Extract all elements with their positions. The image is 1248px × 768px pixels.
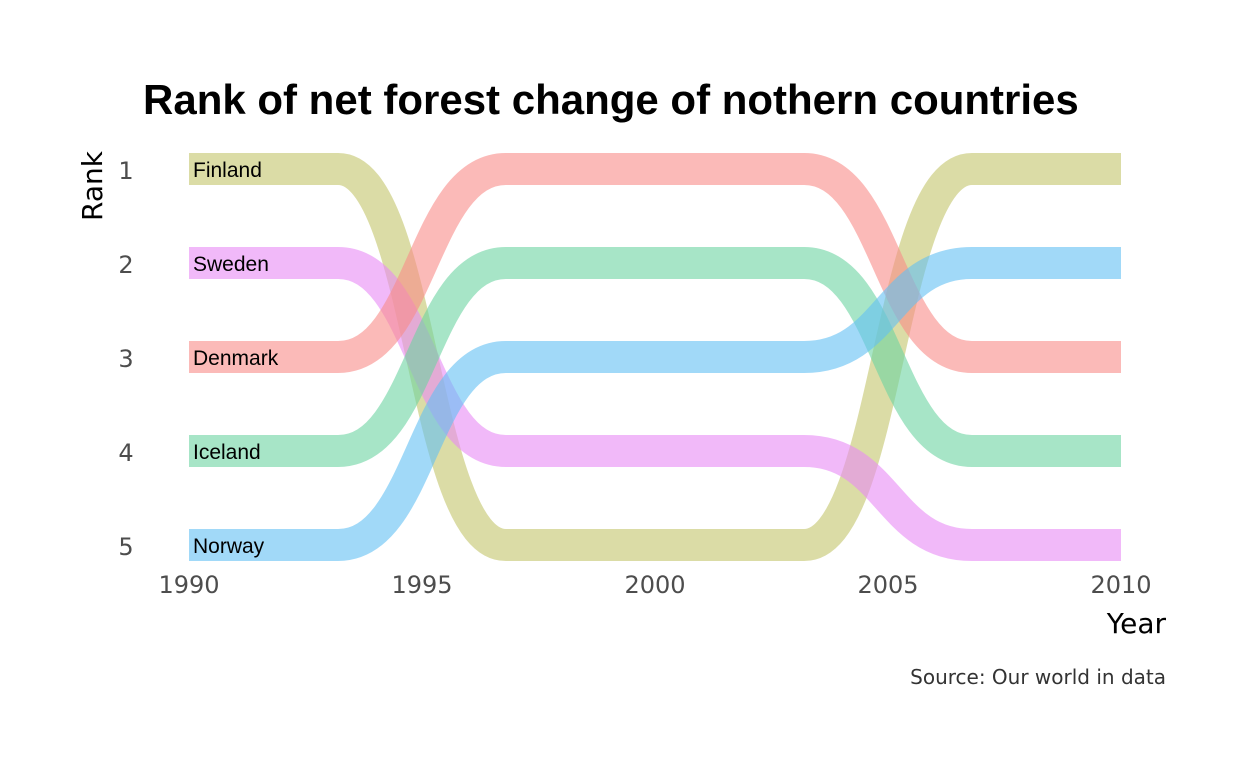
series-band-denmark: [189, 153, 1121, 373]
y-tick-label: 1: [118, 157, 133, 185]
y-tick-label: 2: [118, 251, 133, 279]
series-bands: [189, 153, 1121, 561]
series-label-norway: Norway: [193, 535, 265, 558]
source-caption: Source: Our world in data: [910, 665, 1166, 689]
series-label-finland: Finland: [193, 159, 262, 182]
x-tick-label: 1995: [391, 571, 452, 599]
x-axis-title: Year: [1106, 607, 1167, 640]
x-tick-label: 2010: [1090, 571, 1151, 599]
x-tick-label: 2000: [624, 571, 685, 599]
series-label-sweden: Sweden: [193, 253, 269, 276]
series-label-iceland: Iceland: [193, 441, 261, 464]
series-labels: Finland Sweden Denmark Iceland Norway: [193, 159, 279, 558]
x-tick-label: 2005: [857, 571, 918, 599]
y-axis-ticks: 1 2 3 4 5: [118, 157, 133, 561]
series-band-finland: [189, 153, 1121, 561]
x-axis-ticks: 1990 1995 2000 2005 2010: [158, 571, 1151, 599]
x-tick-label: 1990: [158, 571, 219, 599]
chart-title: Rank of net forest change of nothern cou…: [143, 76, 1079, 123]
y-tick-label: 5: [118, 533, 133, 561]
y-tick-label: 3: [118, 345, 133, 373]
series-band-iceland: [189, 247, 1121, 467]
y-axis-title: Rank: [76, 150, 109, 221]
series-band-sweden: [189, 247, 1121, 561]
y-tick-label: 4: [118, 439, 133, 467]
series-label-denmark: Denmark: [193, 347, 279, 370]
series-band-norway: [189, 247, 1121, 561]
